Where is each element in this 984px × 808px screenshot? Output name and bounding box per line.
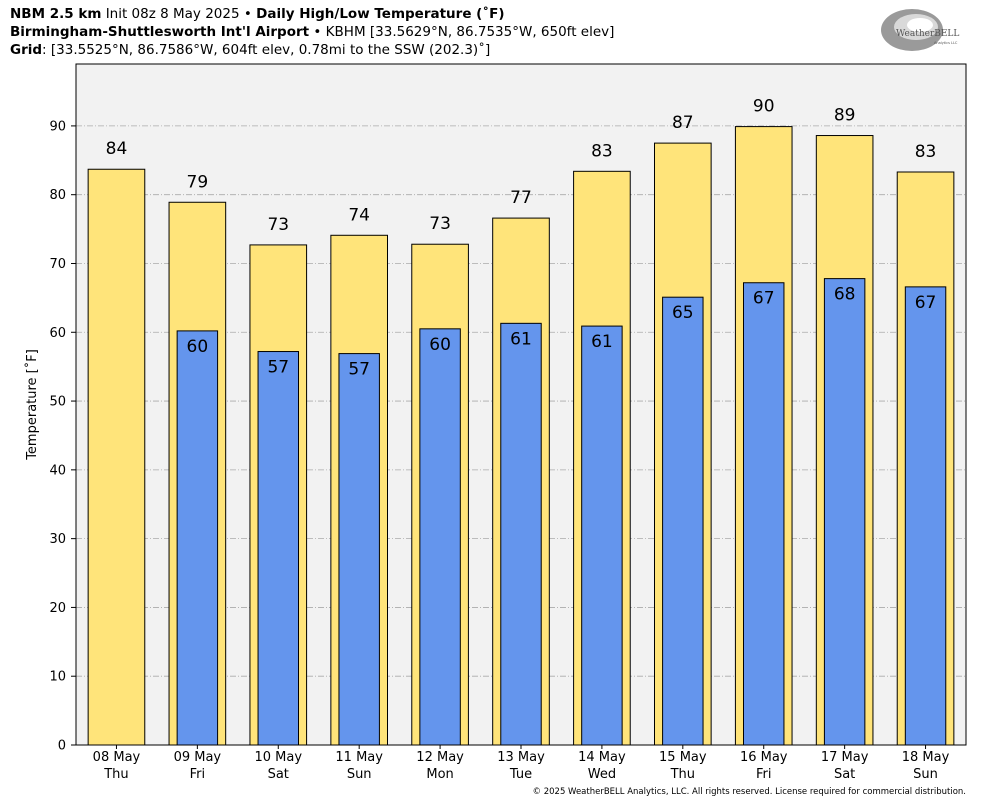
x-tick-label-day: Sun — [913, 767, 938, 782]
high-temp-label: 77 — [510, 188, 532, 208]
low-temp-bar — [257, 351, 299, 746]
station-name: Birmingham-Shuttlesworth Int'l Airport — [10, 24, 310, 40]
x-tick-label-day: Tue — [509, 767, 532, 782]
y-tick-label: 60 — [49, 326, 66, 341]
x-tick-label-day: Thu — [670, 767, 695, 782]
x-tick-label-date: 11 May — [335, 750, 383, 765]
low-temp-label: 68 — [834, 285, 856, 305]
header-separator: • — [243, 6, 252, 22]
low-temp-bar — [419, 328, 461, 746]
high-temp-label: 73 — [429, 214, 451, 234]
x-tick-label-date: 18 May — [902, 750, 950, 765]
x-tick-label-date: 17 May — [821, 750, 869, 765]
low-temp-bar — [823, 278, 866, 746]
low-temp-label: 67 — [915, 293, 937, 313]
high-temp-label: 83 — [591, 141, 613, 161]
low-temp-bar — [662, 296, 704, 746]
x-tick-label-day: Sat — [834, 767, 855, 782]
x-tick-label-date: 14 May — [578, 750, 626, 765]
low-temp-label: 57 — [348, 360, 370, 380]
header-line-1: NBM 2.5 km Init 08z 8 May 2025 • Daily H… — [10, 5, 505, 23]
high-temp-label: 87 — [672, 113, 694, 133]
x-tick-label-day: Sat — [268, 767, 289, 782]
y-tick-label: 80 — [49, 188, 66, 203]
init-time: Init 08z 8 May 2025 — [105, 6, 240, 22]
high-temp-label: 83 — [915, 142, 937, 162]
header-line-2: Birmingham-Shuttlesworth Int'l Airport •… — [10, 23, 614, 41]
low-temp-label: 67 — [753, 289, 775, 309]
low-temp-label: 65 — [672, 303, 694, 323]
station-coords: KBHM [33.5629°N, 86.7535°W, 650ft elev] — [325, 24, 615, 40]
x-tick-label-day: Sun — [347, 767, 372, 782]
x-tick-label-date: 16 May — [740, 750, 788, 765]
high-temp-label: 90 — [753, 97, 775, 117]
x-tick-label-day: Fri — [190, 767, 206, 782]
low-temp-label: 60 — [187, 337, 209, 357]
weatherbell-logo: WeatherBELL Analytics LLC — [881, 9, 959, 51]
x-tick-label-date: 08 May — [93, 750, 141, 765]
low-temp-bar — [338, 353, 380, 746]
low-temp-bar — [581, 325, 623, 746]
y-axis-label: Temperature [˚F] — [24, 349, 40, 461]
y-tick-label: 10 — [49, 670, 66, 685]
y-tick-label: 0 — [58, 739, 66, 754]
x-tick-label-date: 09 May — [174, 750, 222, 765]
svg-text:WeatherBELL: WeatherBELL — [896, 29, 959, 39]
model-name: NBM 2.5 km — [10, 6, 102, 22]
y-tick-label: 70 — [49, 257, 66, 272]
high-temp-bar — [87, 168, 146, 746]
high-temp-label: 84 — [106, 139, 128, 159]
product-title: Daily High/Low Temperature (˚F) — [256, 6, 505, 22]
low-temp-bar — [176, 330, 219, 746]
high-temp-label: 89 — [834, 106, 856, 126]
x-tick-label-date: 12 May — [416, 750, 464, 765]
low-temp-bar — [743, 282, 785, 746]
low-temp-label: 60 — [429, 335, 451, 355]
low-temp-bar — [904, 286, 947, 746]
x-tick-label-date: 13 May — [497, 750, 545, 765]
header-separator: • — [313, 24, 322, 40]
y-tick-label: 90 — [49, 119, 66, 134]
grid-info: : [33.5525°N, 86.7586°W, 604ft elev, 0.7… — [42, 42, 491, 58]
y-tick-label: 30 — [49, 532, 66, 547]
x-tick-label-date: 10 May — [254, 750, 302, 765]
grid-label: Grid — [10, 42, 43, 58]
y-tick-label: 50 — [49, 395, 66, 410]
low-temp-label: 57 — [267, 358, 289, 378]
x-tick-label-day: Thu — [103, 767, 128, 782]
high-temp-label: 74 — [348, 205, 370, 225]
y-tick-label: 40 — [49, 463, 66, 478]
low-temp-bar — [500, 322, 542, 746]
svg-text:Analytics LLC: Analytics LLC — [934, 41, 958, 45]
x-tick-label-day: Fri — [756, 767, 772, 782]
high-temp-label: 73 — [267, 215, 289, 235]
high-temp-label: 79 — [187, 172, 209, 192]
low-temp-label: 61 — [510, 329, 532, 349]
x-tick-label-date: 15 May — [659, 750, 707, 765]
copyright-footer: © 2025 WeatherBELL Analytics, LLC. All r… — [532, 787, 966, 797]
low-temp-label: 61 — [591, 332, 613, 352]
x-tick-label-day: Wed — [588, 767, 616, 782]
header-line-3: Grid: [33.5525°N, 86.7586°W, 604ft elev,… — [10, 41, 490, 59]
y-tick-label: 20 — [49, 601, 66, 616]
x-tick-label-day: Mon — [426, 767, 453, 782]
